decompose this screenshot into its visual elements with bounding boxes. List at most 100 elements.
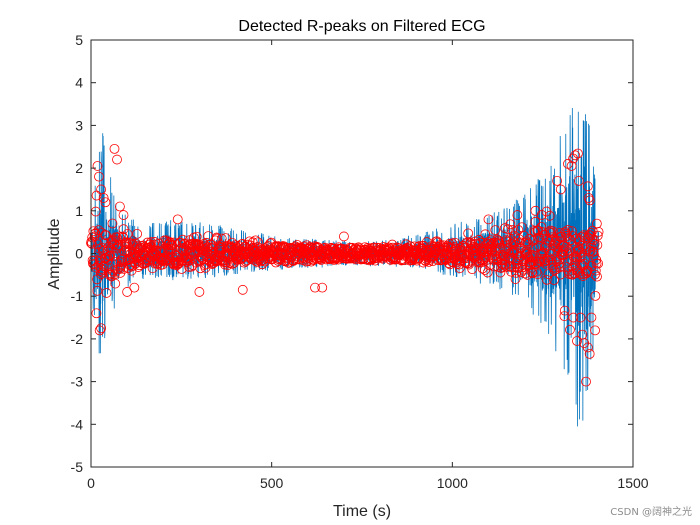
r-peak-marker xyxy=(115,201,125,212)
r-peak-marker xyxy=(98,193,109,203)
r-peak-marker xyxy=(544,210,555,221)
chart-title: Detected R-peaks on Filtered ECG xyxy=(238,18,485,35)
r-peak-marker xyxy=(572,336,582,346)
r-peak-marker xyxy=(507,225,518,235)
y-tick-label: -2 xyxy=(71,331,84,347)
r-peak-marker xyxy=(125,249,136,259)
r-peak-marker xyxy=(486,235,497,246)
r-peak-marker xyxy=(574,244,584,255)
r-peak-marker xyxy=(310,282,320,293)
y-tick-label: -3 xyxy=(71,374,84,390)
r-peak-marker xyxy=(208,258,218,269)
r-peak-marker xyxy=(93,225,104,236)
plot-area: 0 500 1000 1500 -5 -4 -3 -2 -1 0 1 2 3 4 5 xyxy=(71,32,649,491)
x-tick-label: 1500 xyxy=(617,475,648,491)
y-tick-label: -1 xyxy=(71,288,84,304)
r-peak-marker xyxy=(564,245,575,256)
r-peak-marker xyxy=(512,210,523,220)
r-peak-marker xyxy=(537,227,548,237)
r-peak-marker xyxy=(177,245,187,255)
r-peak-marker xyxy=(509,245,520,255)
r-peak-marker xyxy=(584,195,595,206)
r-peak-marker xyxy=(548,262,559,273)
y-tick-label: 1 xyxy=(75,203,83,219)
r-peak-marker xyxy=(484,260,495,271)
r-peak-marker xyxy=(504,261,515,271)
r-peak-marker xyxy=(584,348,595,359)
r-peak-marker xyxy=(97,242,108,253)
r-peak-marker xyxy=(592,271,602,282)
r-peaks-layer xyxy=(86,143,604,387)
r-peak-marker xyxy=(463,228,474,239)
r-peak-marker xyxy=(557,250,568,261)
r-peak-marker xyxy=(206,256,217,267)
r-peak-marker xyxy=(586,241,597,251)
r-peak-marker xyxy=(510,237,520,248)
r-peak-marker xyxy=(100,197,111,208)
r-peak-marker xyxy=(473,257,484,268)
ticks-layer: 0 500 1000 1500 -5 -4 -3 -2 -1 0 1 2 3 4 5 xyxy=(71,32,649,491)
r-peak-marker xyxy=(134,260,145,271)
r-peak-marker xyxy=(590,265,601,276)
r-peak-marker xyxy=(392,242,402,253)
r-peak-marker xyxy=(586,312,597,323)
r-peak-marker xyxy=(592,240,603,250)
r-peak-marker xyxy=(101,288,112,298)
y-tick-label: -4 xyxy=(71,416,84,432)
r-peak-marker xyxy=(105,250,115,261)
r-peak-marker xyxy=(110,278,121,289)
r-peak-marker xyxy=(589,238,600,249)
r-peak-marker xyxy=(112,154,122,165)
r-peak-marker xyxy=(547,226,558,237)
r-peak-marker xyxy=(142,237,153,248)
x-tick-label: 1000 xyxy=(437,475,468,491)
r-peak-marker xyxy=(92,274,102,285)
r-peak-marker xyxy=(505,239,516,250)
r-peak-marker xyxy=(89,259,100,270)
r-peak-marker xyxy=(132,241,143,252)
r-peak-marker xyxy=(582,181,593,192)
r-peak-marker xyxy=(149,239,160,250)
r-peak-marker xyxy=(92,285,103,296)
r-peak-marker xyxy=(567,226,577,237)
r-peak-marker xyxy=(482,267,493,278)
r-peak-marker xyxy=(579,258,590,269)
r-peak-marker xyxy=(590,269,600,280)
r-peak-marker xyxy=(523,238,534,249)
r-peak-marker xyxy=(520,268,530,279)
r-peak-marker xyxy=(107,266,118,277)
r-peak-marker xyxy=(146,237,156,247)
r-peak-marker xyxy=(566,161,577,171)
r-peak-marker xyxy=(500,259,511,270)
r-peak-marker xyxy=(94,171,104,182)
r-peak-marker xyxy=(573,176,584,186)
r-peak-marker xyxy=(569,258,580,269)
r-peak-marker xyxy=(581,244,592,255)
r-peak-marker xyxy=(495,242,505,253)
r-peak-marker xyxy=(503,224,513,235)
r-peak-marker xyxy=(510,274,521,284)
r-peak-marker xyxy=(92,161,103,171)
r-peak-marker xyxy=(570,150,581,161)
r-peak-marker xyxy=(339,231,349,242)
r-peak-marker xyxy=(570,251,581,262)
r-peak-marker xyxy=(593,226,604,237)
r-peak-marker xyxy=(117,254,128,265)
y-axis-label: Amplitude xyxy=(46,218,63,289)
r-peak-marker xyxy=(559,305,570,316)
r-peak-marker xyxy=(227,237,238,248)
r-peak-marker xyxy=(194,287,205,297)
r-peak-marker xyxy=(490,225,501,236)
r-peak-marker xyxy=(582,342,593,353)
r-peak-marker xyxy=(504,249,515,259)
r-peak-marker xyxy=(575,252,586,263)
r-peak-marker xyxy=(535,253,546,264)
r-peak-marker xyxy=(86,238,97,249)
r-peak-marker xyxy=(586,228,596,238)
x-tick-label: 500 xyxy=(260,475,284,491)
r-peak-marker xyxy=(483,214,494,225)
r-peak-marker xyxy=(580,254,590,265)
r-peak-marker xyxy=(521,236,532,247)
r-peak-marker xyxy=(446,252,457,262)
